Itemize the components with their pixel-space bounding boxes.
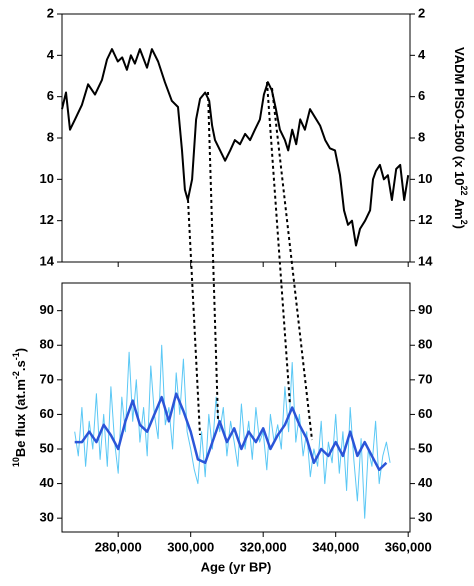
y-tick-label: 6 — [418, 88, 425, 103]
y-tick-label: 40 — [40, 475, 54, 490]
x-tick-label: 340,000 — [312, 539, 359, 554]
y-axis-label: VADM PISO-1500 (x 1022 Am2) — [452, 47, 469, 229]
y-axis-label-part: 22 — [459, 186, 469, 196]
y-tick-label: 4 — [418, 47, 426, 62]
y-tick-label: 60 — [418, 406, 432, 421]
y-tick-label: 80 — [418, 337, 432, 352]
y-tick-label: 6 — [47, 88, 54, 103]
tie-line — [207, 91, 219, 421]
y-tick-label: 14 — [418, 253, 433, 268]
data-line — [74, 392, 388, 472]
x-tick-label: 300,000 — [167, 539, 214, 554]
tie-line — [266, 81, 291, 406]
y-tick-label: 90 — [418, 302, 432, 317]
y-axis-label-part: Be flux (at.m — [13, 379, 28, 457]
y-tick-label: 14 — [40, 253, 55, 268]
y-axis-label-part: ) — [452, 225, 467, 229]
y-axis-label-part: VADM PISO-1500 (x 10 — [452, 47, 467, 185]
y-tick-label: 90 — [40, 302, 54, 317]
y-tick-label: 40 — [418, 475, 432, 490]
y-axis-label-part: 10 — [11, 457, 21, 467]
y-tick-label: 12 — [418, 212, 432, 227]
data-line — [61, 48, 410, 247]
y-tick-label: 30 — [418, 510, 432, 525]
y-tick-label: 70 — [418, 371, 432, 386]
y-tick-label: 12 — [40, 212, 54, 227]
y-axis-label: 10Be flux (at.m-2.s-1) — [11, 348, 28, 467]
y-tick-label: 50 — [418, 440, 432, 455]
y-tick-label: 70 — [40, 371, 54, 386]
tie-line — [271, 87, 313, 441]
y-tick-label: 8 — [47, 129, 54, 144]
y-axis-label-part: -2 — [11, 371, 21, 379]
y-tick-label: 30 — [40, 510, 54, 525]
x-tick-label: 320,000 — [240, 539, 287, 554]
y-tick-label: 2 — [47, 5, 54, 20]
y-tick-label: 50 — [40, 440, 54, 455]
x-tick-label: 280,000 — [95, 539, 142, 554]
y-axis-label-part: -1 — [11, 352, 21, 360]
tie-lines — [187, 81, 313, 441]
y-tick-label: 60 — [40, 406, 54, 421]
x-tick-label: 360,000 — [385, 539, 432, 554]
y-tick-label: 2 — [418, 5, 425, 20]
y-axis-label-part: ) — [13, 348, 28, 352]
y-tick-label: 10 — [40, 171, 54, 186]
y-tick-label: 10 — [418, 171, 432, 186]
x-axis-label: Age (yr BP) — [201, 559, 272, 574]
y-tick-label: 8 — [418, 129, 425, 144]
y-tick-label: 80 — [40, 337, 54, 352]
y-axis-label-part: 2 — [459, 220, 469, 225]
y-tick-label: 4 — [47, 47, 55, 62]
plot-frame — [61, 13, 411, 263]
tie-line — [187, 199, 201, 436]
plot-frame — [61, 282, 411, 533]
y-axis-label-part: .s — [13, 360, 28, 371]
y-axis-label-part: Am — [452, 196, 467, 220]
